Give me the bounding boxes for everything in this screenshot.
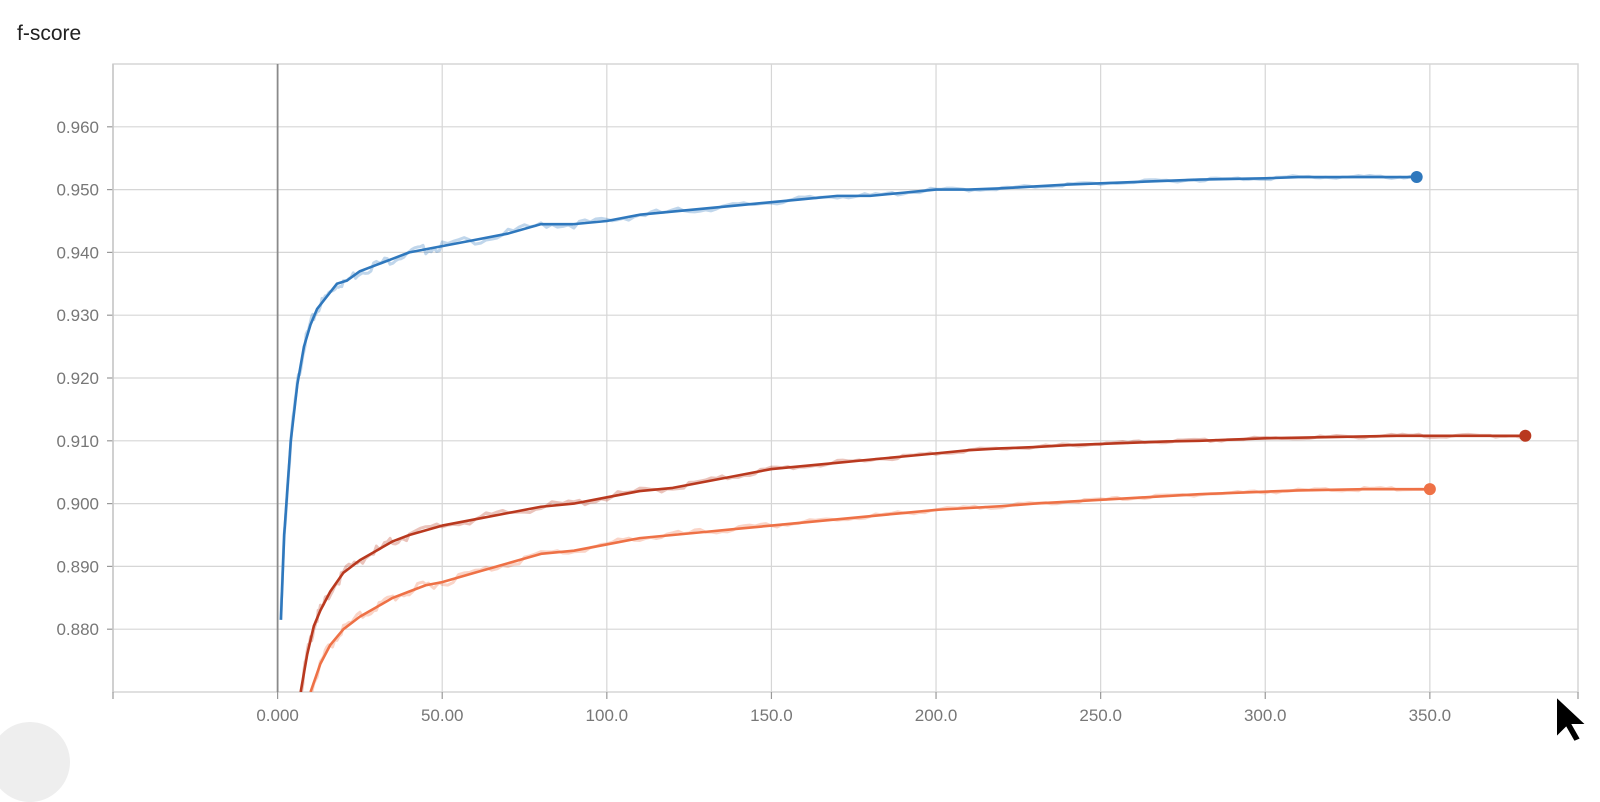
series-raw-line <box>299 432 1526 692</box>
grid <box>112 63 1579 693</box>
series-end-point[interactable] <box>1410 171 1423 184</box>
series-end-point[interactable] <box>1519 429 1532 442</box>
y-tick-label: 0.940 <box>56 243 99 262</box>
x-tick-label: 250.0 <box>1079 706 1122 725</box>
y-tick-label: 0.900 <box>56 495 99 514</box>
series-line <box>299 434 1526 692</box>
series-line <box>309 487 1430 692</box>
x-tick-label: 350.0 <box>1409 706 1452 725</box>
series-line <box>279 175 1417 620</box>
y-tick-label: 0.950 <box>56 181 99 200</box>
series-raw-line <box>279 174 1417 620</box>
y-tick-label: 0.880 <box>56 620 99 639</box>
tick-labels: 0.880 0.890 0.900 0.910 0.920 0.930 0.940 0.950… <box>56 118 1451 725</box>
y-tick-label: 0.960 <box>56 118 99 137</box>
y-tick-label: 0.920 <box>56 369 99 388</box>
axes <box>107 64 1579 699</box>
x-tick-label: 200.0 <box>915 706 958 725</box>
series-lines <box>279 171 1532 692</box>
x-tick-label: 50.00 <box>421 706 464 725</box>
y-tick-label: 0.890 <box>56 557 99 576</box>
mouse-cursor-icon <box>1555 694 1590 744</box>
x-tick-label: 300.0 <box>1244 706 1287 725</box>
y-tick-label: 0.930 <box>56 306 99 325</box>
x-tick-label: 0.000 <box>256 706 299 725</box>
chart-title: f-score <box>17 22 82 45</box>
x-tick-label: 100.0 <box>586 706 629 725</box>
series-end-point[interactable] <box>1423 483 1436 496</box>
y-tick-label: 0.910 <box>56 432 99 451</box>
line-chart: 0.880 0.890 0.900 0.910 0.920 0.930 0.940 0.950… <box>56 63 1579 725</box>
corner-button[interactable] <box>0 722 70 802</box>
x-tick-label: 150.0 <box>750 706 793 725</box>
